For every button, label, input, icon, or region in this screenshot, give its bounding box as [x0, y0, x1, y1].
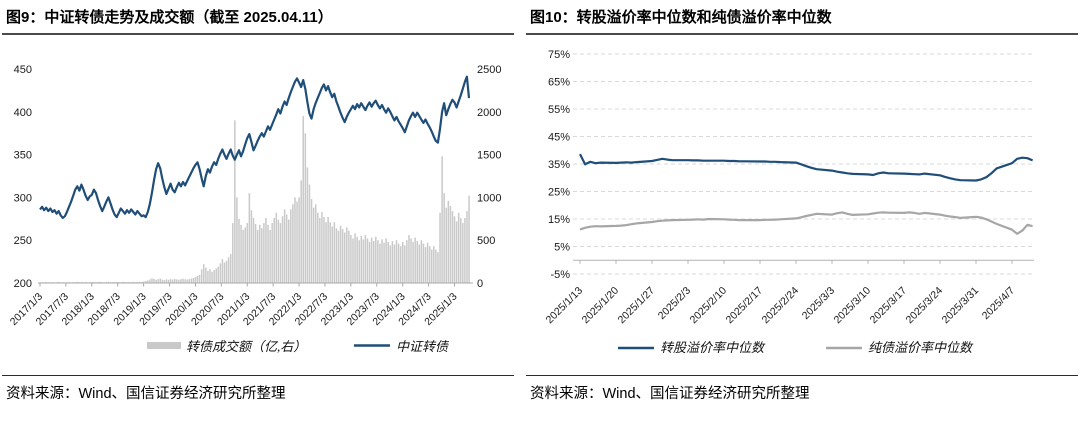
svg-text:500: 500 [477, 235, 495, 247]
svg-text:2025/1/13: 2025/1/13 [544, 285, 586, 327]
svg-text:2025/3/17: 2025/3/17 [868, 285, 910, 327]
svg-text:中证转债: 中证转债 [396, 339, 450, 354]
svg-text:2025/4/7: 2025/4/7 [980, 285, 1017, 322]
csi-index-line [39, 75, 471, 219]
svg-text:转股溢价率中位数: 转股溢价率中位数 [660, 340, 766, 355]
svg-text:55%: 55% [548, 104, 570, 116]
svg-text:2025/1/27: 2025/1/27 [616, 285, 658, 327]
svg-text:2025/1/20: 2025/1/20 [580, 285, 622, 327]
svg-text:转债成交额（亿,右）: 转债成交额（亿,右） [186, 339, 306, 354]
svg-text:2025/3/10: 2025/3/10 [832, 285, 874, 327]
svg-text:2025/3/24: 2025/3/24 [904, 285, 946, 327]
svg-text:35%: 35% [548, 159, 570, 171]
csi-convertible-bond-chart: 2017/1/32017/7/32018/1/32018/7/32019/1/3… [8, 64, 502, 354]
figure-9-source: 资料来源：Wind、国信证券经济研究所整理 [2, 375, 514, 404]
conversion-premium-line [579, 153, 1034, 182]
x-axis [38, 282, 473, 287]
svg-text:25%: 25% [548, 187, 570, 199]
bond-floor-premium-line [579, 211, 1033, 235]
svg-text:2025/2/17: 2025/2/17 [724, 285, 766, 327]
x-axis-labels: 2017/1/32017/7/32018/1/32018/7/32019/1/3… [8, 291, 460, 328]
svg-text:400: 400 [14, 107, 32, 119]
figure-10-panel: 图10：转股溢价率中位数和纯债溢价率中位数 75% 65% 55% 45% 35% 25%… [526, 0, 1078, 425]
svg-text:2025/2/24: 2025/2/24 [760, 285, 802, 327]
volume-bars [39, 116, 470, 283]
svg-text:15%: 15% [548, 214, 570, 226]
svg-text:300: 300 [14, 192, 32, 204]
svg-text:75%: 75% [548, 49, 570, 61]
svg-text:2500: 2500 [477, 64, 501, 76]
premium-median-chart: 75%65%55%45%35%25%15%5%-5%2025/1/132025/… [544, 49, 1034, 355]
svg-text:200: 200 [14, 278, 32, 290]
x-axis-labels: 2025/1/132025/1/202025/1/272025/2/32025/… [544, 285, 1018, 327]
y-axis-labels-right: 0 500 1000 1500 2000 2500 [477, 64, 501, 290]
svg-text:纯债溢价率中位数: 纯债溢价率中位数 [868, 340, 974, 355]
figure-10-title: 图10：转股溢价率中位数和纯债溢价率中位数 [530, 9, 832, 26]
svg-text:65%: 65% [548, 77, 570, 89]
svg-text:2025/2/10: 2025/2/10 [688, 285, 730, 327]
svg-text:350: 350 [14, 150, 32, 162]
svg-text:0: 0 [477, 278, 483, 290]
legend: 转股溢价率中位数 纯债溢价率中位数 [618, 340, 974, 355]
figure-9-panel: 图9：中证转债走势及成交额（截至 2025.04.11） 2017/1/3 201… [2, 0, 514, 425]
figure-10-source: 资料来源：Wind、国信证券经济研究所整理 [526, 375, 1078, 404]
svg-text:1000: 1000 [477, 192, 501, 204]
svg-text:45%: 45% [548, 132, 570, 144]
figure-9-title-rule [2, 33, 514, 35]
gridlines [573, 53, 1034, 275]
x-axis [573, 259, 1034, 264]
svg-text:-5%: -5% [550, 269, 570, 281]
y-axis-labels: 75% 65% 55% 45% 35% 25% 15% 5% -5% [548, 49, 570, 281]
svg-text:5%: 5% [554, 242, 570, 254]
figure-9-title: 图9：中证转债走势及成交额（截至 2025.04.11） [6, 9, 333, 26]
svg-text:250: 250 [14, 235, 32, 247]
y-axis-labels-left: 200 250 300 350 400 450 [14, 64, 32, 290]
legend: 转债成交额（亿,右） 中证转债 [147, 339, 450, 354]
svg-text:2025/3/31: 2025/3/31 [940, 285, 982, 327]
svg-text:450: 450 [14, 64, 32, 76]
svg-text:2000: 2000 [477, 107, 501, 119]
svg-text:1500: 1500 [477, 150, 501, 162]
volume-legend-swatch [147, 342, 181, 349]
figure-10-title-rule [526, 33, 1078, 35]
